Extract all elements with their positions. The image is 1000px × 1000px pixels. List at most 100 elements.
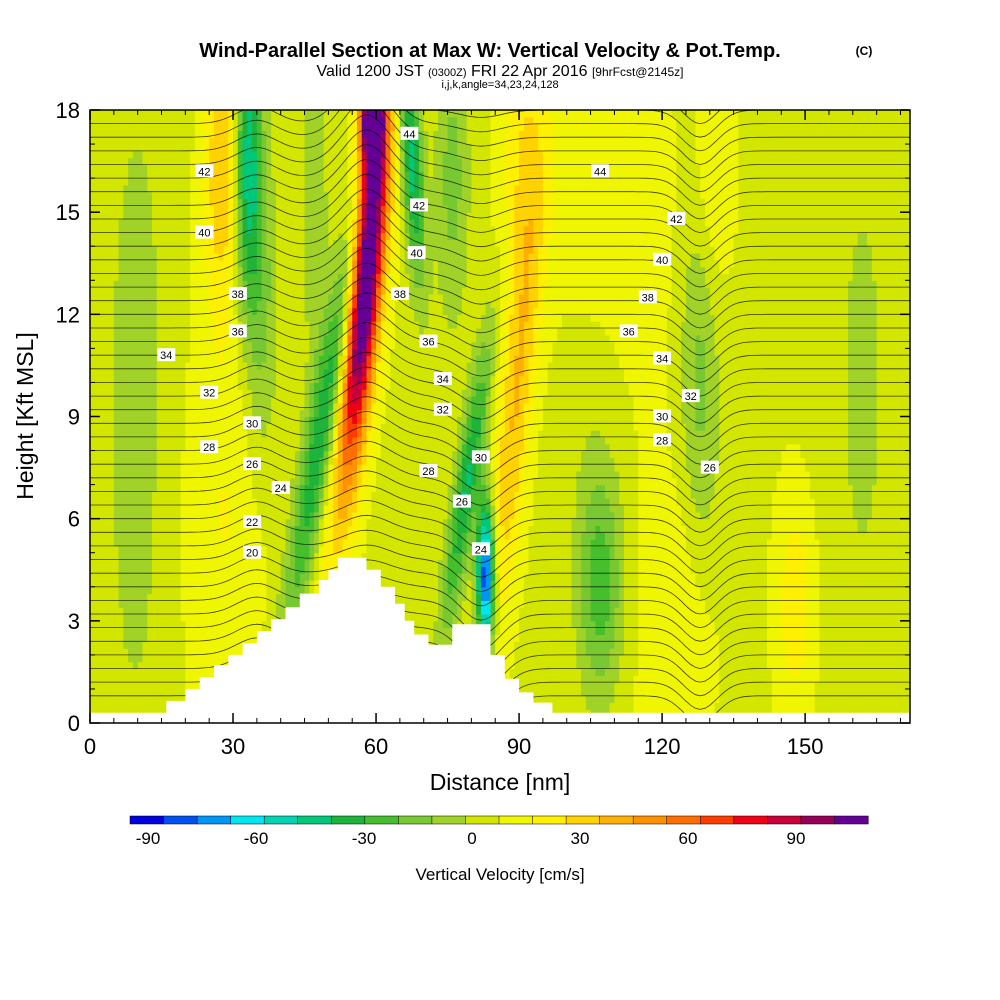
velocity-cell <box>137 205 144 213</box>
velocity-cell <box>271 137 277 145</box>
velocity-cell <box>132 355 139 363</box>
velocity-cell <box>261 164 267 172</box>
velocity-cell <box>299 157 306 166</box>
velocity-cell <box>171 293 177 302</box>
velocity-cell <box>309 579 315 588</box>
velocity-cell <box>171 532 177 540</box>
velocity-cell <box>137 321 144 329</box>
velocity-cell <box>247 225 253 234</box>
velocity-cell <box>99 341 105 349</box>
velocity-cell <box>156 552 163 561</box>
velocity-cell <box>199 654 206 663</box>
velocity-cell <box>290 123 296 132</box>
velocity-cell <box>166 375 172 384</box>
velocity-cell <box>280 300 287 309</box>
velocity-cell <box>99 654 105 663</box>
velocity-cell <box>309 184 315 193</box>
velocity-cell <box>104 477 110 486</box>
velocity-cell <box>199 198 206 206</box>
velocity-cell <box>118 491 124 499</box>
velocity-cell <box>199 573 206 581</box>
velocity-cell <box>194 443 201 452</box>
velocity-cell <box>304 416 310 424</box>
velocity-cell <box>209 348 215 356</box>
velocity-cell <box>94 702 101 710</box>
velocity-cell <box>233 470 239 479</box>
velocity-cell <box>304 355 310 363</box>
velocity-cell <box>166 688 172 697</box>
velocity-cell <box>223 205 229 213</box>
velocity-cell <box>223 293 229 302</box>
velocity-cell <box>285 205 291 213</box>
velocity-cell <box>347 389 353 397</box>
velocity-cell <box>171 266 177 275</box>
chart-title: Wind-Parallel Section at Max W: Vertical… <box>199 40 780 62</box>
velocity-cell <box>175 532 182 540</box>
velocity-cell <box>347 368 353 377</box>
velocity-cell <box>113 702 120 710</box>
velocity-cell <box>161 464 167 472</box>
velocity-cell <box>185 607 191 615</box>
velocity-cell <box>156 532 163 540</box>
velocity-cell <box>113 648 120 656</box>
velocity-cell <box>337 532 344 540</box>
velocity-cell <box>132 688 139 697</box>
velocity-cell <box>252 259 258 268</box>
velocity-cell <box>99 477 105 486</box>
velocity-cell <box>161 532 167 540</box>
velocity-cell <box>209 327 215 336</box>
velocity-cell <box>209 648 215 656</box>
velocity-cell <box>185 164 191 172</box>
velocity-cell <box>347 307 353 315</box>
velocity-cell <box>109 348 115 356</box>
velocity-cell <box>151 253 158 261</box>
velocity-cell <box>314 123 320 132</box>
velocity-cell <box>218 566 225 574</box>
velocity-cell <box>213 130 220 138</box>
velocity-cell <box>304 266 310 275</box>
velocity-cell <box>123 668 129 676</box>
velocity-cell <box>337 423 344 431</box>
velocity-cell <box>118 402 124 411</box>
velocity-cell <box>218 511 225 520</box>
velocity-cell <box>318 239 325 247</box>
velocity-cell <box>218 600 225 608</box>
velocity-cell <box>142 266 148 275</box>
velocity-cell <box>194 539 201 547</box>
velocity-cell <box>137 259 144 268</box>
velocity-cell <box>171 511 177 520</box>
velocity-cell <box>137 600 144 608</box>
velocity-cell <box>166 559 172 567</box>
velocity-cell <box>266 225 272 234</box>
velocity-cell <box>128 627 134 636</box>
velocity-cell <box>109 409 115 418</box>
velocity-cell <box>180 566 186 574</box>
velocity-cell <box>185 266 191 275</box>
velocity-cell <box>199 491 206 499</box>
velocity-cell <box>285 287 291 295</box>
velocity-cell <box>323 273 329 281</box>
velocity-cell <box>104 157 110 166</box>
velocity-cell <box>128 457 134 465</box>
velocity-cell <box>147 675 153 683</box>
velocity-cell <box>185 144 191 152</box>
velocity-cell <box>347 273 353 281</box>
velocity-cell <box>166 518 172 527</box>
velocity-cell <box>242 586 248 595</box>
velocity-cell <box>166 552 172 561</box>
velocity-cell <box>94 518 101 527</box>
velocity-cell <box>280 396 287 404</box>
velocity-cell <box>199 525 206 533</box>
velocity-cell <box>266 525 272 533</box>
velocity-cell <box>147 273 153 281</box>
velocity-cell <box>223 579 229 588</box>
velocity-cell <box>156 668 163 676</box>
velocity-cell <box>104 607 110 615</box>
velocity-cell <box>237 164 244 172</box>
velocity-cell <box>123 634 129 642</box>
velocity-cell <box>233 539 239 547</box>
velocity-cell <box>304 191 310 200</box>
velocity-cell <box>123 348 129 356</box>
velocity-cell <box>299 355 306 363</box>
velocity-cell <box>209 409 215 418</box>
